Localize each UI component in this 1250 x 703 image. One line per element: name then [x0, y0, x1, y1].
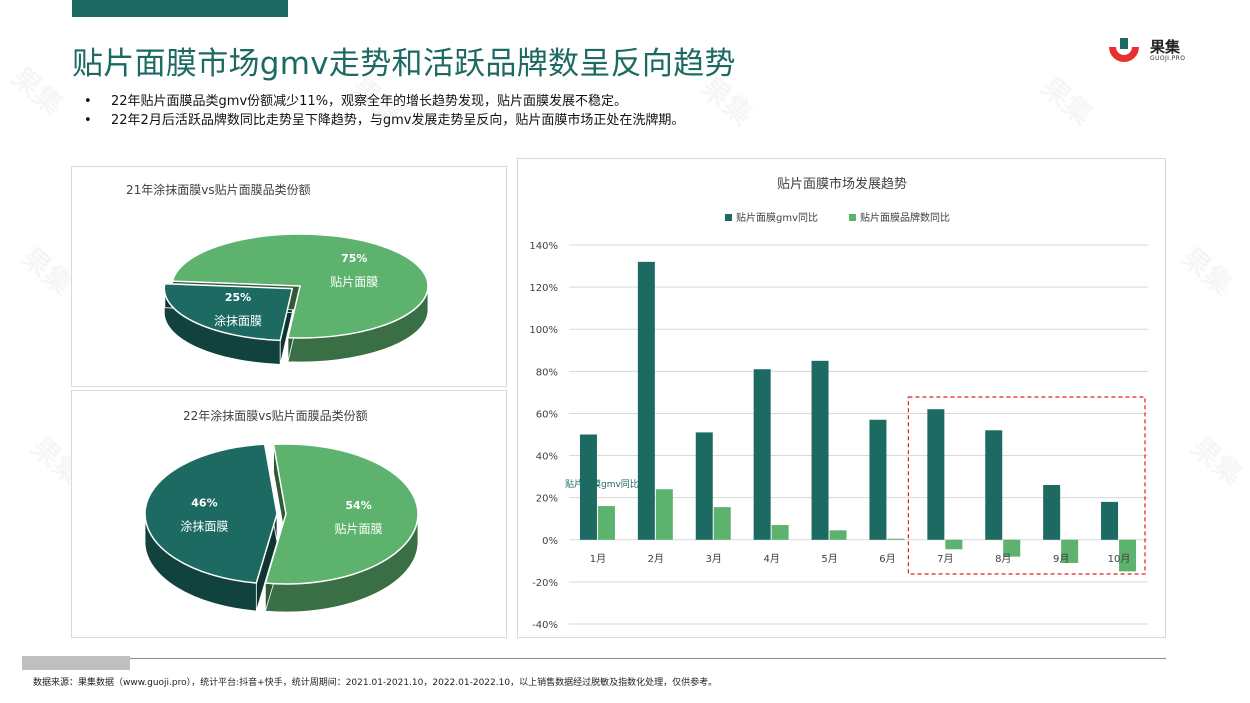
bar [695, 432, 713, 540]
logo-icon [1109, 38, 1139, 62]
pie-chart-2022: 46% 涂抹面膜 54% 贴片面膜 [144, 443, 419, 613]
legend-label: 贴片面膜品牌数同比 [860, 211, 950, 224]
series-annotation: 贴片面膜gmv同比 [565, 478, 639, 490]
y-tick-label: 120% [529, 283, 558, 294]
legend-label: 贴片面膜gmv同比 [736, 211, 818, 224]
watermark: 果集 [1184, 427, 1250, 494]
bullet-item: 22年贴片面膜品类gmv份额减少11%，观察全年的增长趋势发现，贴片面膜发展不稳… [84, 92, 684, 111]
pie-chart-2021: 25% 涂抹面膜 75% 贴片面膜 [163, 233, 429, 365]
bar [1061, 539, 1079, 563]
bullet-item: 22年2月后活跃品牌数同比走势呈下降趋势，与gmv发展走势呈反向，贴片面膜市场正… [84, 111, 684, 130]
pie-category-label: 涂抹面膜 [180, 519, 228, 534]
pie-pct-label: 46% [191, 497, 217, 510]
bar [985, 430, 1003, 540]
pie-slice [171, 233, 429, 339]
bar-panel: 贴片面膜市场发展趋势贴片面膜gmv同比 贴片面膜品牌数同比 140% 120% 100%… [517, 158, 1166, 638]
pie-category-label: 贴片面膜 [335, 522, 383, 536]
brand-logo: 果集 GUOJI.PRO [1106, 36, 1196, 66]
bar [927, 409, 945, 540]
x-tick-label: 8月 [995, 553, 1011, 565]
y-tick-label: 100% [529, 325, 558, 336]
watermark: 果集 [1174, 237, 1243, 304]
header-accent-bar [72, 0, 288, 17]
bar [887, 538, 905, 540]
x-tick-label: 1月 [590, 553, 606, 565]
bar [637, 261, 655, 540]
bar [1043, 485, 1061, 540]
y-tick-label: 80% [536, 367, 558, 378]
footer-accent-block [22, 656, 130, 670]
bar [1101, 501, 1119, 540]
watermark: 果集 [1034, 67, 1103, 134]
pie-pct-label: 25% [225, 291, 251, 304]
x-tick-label: 7月 [937, 553, 953, 565]
pie-title: 22年涂抹面膜vs贴片面膜品类份额 [183, 409, 368, 423]
bar [655, 489, 673, 540]
bar [1119, 539, 1137, 572]
x-tick-label: 3月 [706, 553, 722, 565]
watermark: 果集 [4, 57, 73, 124]
y-tick-label: 0% [542, 536, 558, 547]
x-tick-label: 2月 [648, 553, 664, 565]
pie-panel-2022: 22年涂抹面膜vs贴片面膜品类份额 46% 涂抹面膜 54% 贴片面膜 [71, 390, 507, 638]
bar [753, 369, 771, 540]
y-tick-label: -20% [532, 578, 558, 589]
chart-title: 贴片面膜市场发展趋势 [777, 176, 907, 192]
x-tick-label: 9月 [1053, 553, 1069, 565]
legend-swatch [849, 214, 856, 221]
pie-slice [144, 443, 278, 584]
y-tick-label: -40% [532, 620, 558, 631]
bar [771, 525, 789, 540]
bar [811, 360, 829, 540]
x-tick-label: 5月 [821, 553, 837, 565]
bar [945, 539, 963, 550]
bar [597, 506, 615, 540]
pie-title: 21年涂抹面膜vs贴片面膜品类份额 [126, 183, 311, 197]
summary-bullets: 22年贴片面膜品类gmv份额减少11%，观察全年的增长趋势发现，贴片面膜发展不稳… [84, 92, 684, 130]
x-tick-label: 10月 [1108, 553, 1131, 565]
y-tick-label: 60% [536, 409, 558, 420]
pie-pct-label: 75% [341, 252, 367, 265]
logo-name: 果集 [1150, 38, 1181, 56]
bar [1003, 539, 1021, 557]
page-title: 贴片面膜市场gmv走势和活跃品牌数呈反向趋势 [72, 46, 736, 82]
y-tick-label: 40% [536, 452, 558, 463]
y-tick-label: 20% [536, 494, 558, 505]
pie-category-label: 贴片面膜 [330, 275, 378, 289]
y-tick-label: 140% [529, 241, 558, 252]
pie-category-label: 涂抹面膜 [214, 313, 262, 328]
legend-swatch [725, 214, 732, 221]
source-note: 数据来源：果集数据（www.guoji.pro），统计平台:抖音+快手，统计周期… [33, 678, 718, 688]
x-tick-label: 6月 [879, 553, 895, 565]
pie-panel-2021: 21年涂抹面膜vs贴片面膜品类份额 25% 涂抹面膜 75% 贴片面膜 [71, 166, 507, 387]
pie-slice [264, 443, 419, 585]
highlight-box [907, 396, 1146, 575]
pie-slice [163, 282, 294, 342]
bar [579, 434, 597, 540]
logo-subtitle: GUOJI.PRO [1150, 55, 1186, 62]
footer-divider [22, 658, 1166, 659]
x-tick-label: 4月 [763, 553, 779, 565]
bar [869, 419, 887, 540]
pie-pct-label: 54% [345, 499, 371, 512]
bar [713, 507, 731, 540]
bar [829, 530, 847, 540]
